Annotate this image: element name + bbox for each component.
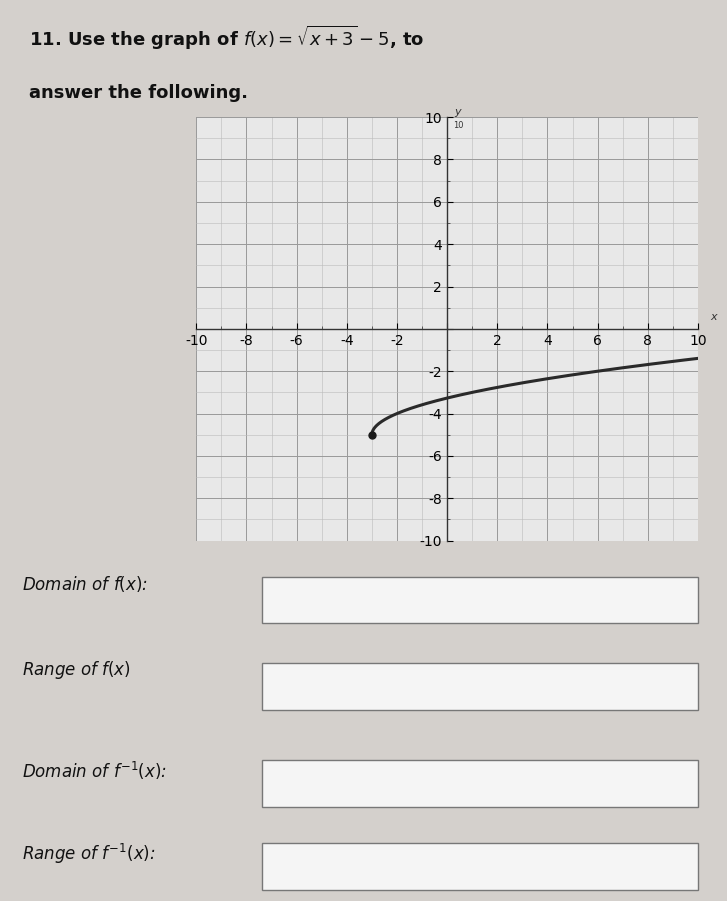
- FancyBboxPatch shape: [262, 577, 698, 623]
- Text: Range of $f^{-1}(x)$:: Range of $f^{-1}(x)$:: [22, 842, 156, 866]
- Text: y: y: [454, 107, 461, 117]
- Text: 10: 10: [454, 122, 464, 131]
- Text: answer the following.: answer the following.: [29, 85, 248, 103]
- FancyBboxPatch shape: [262, 843, 698, 890]
- Text: 11. Use the graph of $f(x) = \sqrt{x+3} - 5$, to: 11. Use the graph of $f(x) = \sqrt{x+3} …: [29, 23, 425, 51]
- Text: Domain of $f^{-1}(x)$:: Domain of $f^{-1}(x)$:: [22, 760, 167, 782]
- Text: Range of $f(x)$: Range of $f(x)$: [22, 660, 131, 681]
- Text: Domain of $f(x)$:: Domain of $f(x)$:: [22, 574, 148, 594]
- Text: x: x: [710, 313, 717, 323]
- FancyBboxPatch shape: [262, 663, 698, 710]
- FancyBboxPatch shape: [262, 760, 698, 807]
